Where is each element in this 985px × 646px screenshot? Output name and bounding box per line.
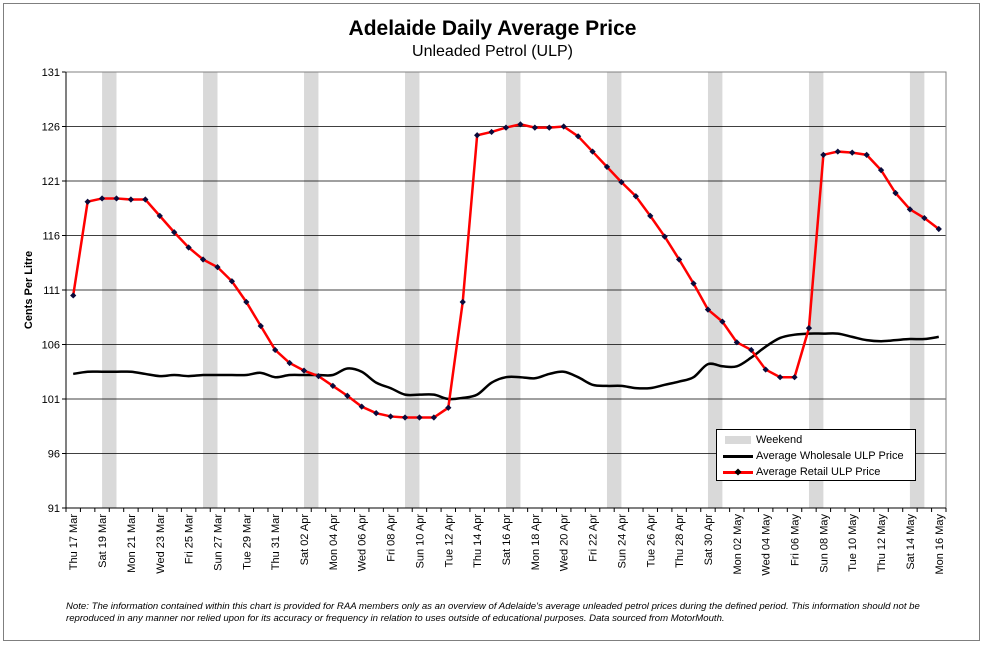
legend-item-wholesale: Average Wholesale ULP Price xyxy=(723,448,904,464)
x-tick-label: Mon 02 May xyxy=(732,514,744,575)
x-tick-label: Sun 24 Apr xyxy=(616,514,628,569)
series-line-average-wholesale-ulp-price xyxy=(73,332,939,401)
x-tick-label: Sun 10 Apr xyxy=(414,514,426,569)
x-tick-label: Tue 12 Apr xyxy=(443,514,455,568)
x-tick-label: Mon 21 Mar xyxy=(126,514,138,573)
x-tick-label: Fri 22 Apr xyxy=(588,514,600,562)
x-tick-label: Sat 14 May xyxy=(905,514,917,570)
x-tick-label: Wed 06 Apr xyxy=(357,514,369,572)
data-point-marker xyxy=(849,149,856,156)
data-point-marker xyxy=(358,403,365,410)
y-tick-label: 101 xyxy=(42,394,60,406)
data-point-marker xyxy=(690,280,697,287)
x-tick-label: Sat 30 Apr xyxy=(703,514,715,566)
x-tick-label: Tue 26 Apr xyxy=(645,514,657,568)
data-point-marker xyxy=(459,298,466,306)
x-tick-label: Mon 04 Apr xyxy=(328,514,340,571)
data-point-marker xyxy=(488,128,495,136)
chart-plot: 91 96 101 106 111 116 121 126 131 Thu 17 Mar Sat 1… xyxy=(42,67,947,576)
x-tick-label: Tue 10 May xyxy=(847,514,859,572)
x-tick-label: Fri 08 Apr xyxy=(386,514,398,562)
data-point-marker xyxy=(517,121,524,128)
x-tick-label: Wed 20 Apr xyxy=(559,514,571,572)
data-point-marker xyxy=(171,229,178,236)
x-tick-label: Sun 27 Mar xyxy=(212,514,224,571)
data-point-marker xyxy=(531,124,538,131)
legend-swatch-retail xyxy=(723,464,753,480)
data-point-marker xyxy=(329,382,336,390)
x-tick-label: Tue 29 Mar xyxy=(241,514,253,570)
x-tick-label: Thu 31 Mar xyxy=(270,514,282,571)
x-tick-label: Thu 28 Apr xyxy=(674,514,686,568)
x-tick-label: Thu 12 May xyxy=(876,514,888,573)
y-tick-label: 116 xyxy=(42,231,60,243)
data-point-marker xyxy=(445,404,452,411)
data-point-marker xyxy=(704,306,712,313)
data-point-marker xyxy=(113,195,120,202)
legend-label-weekend: Weekend xyxy=(756,434,803,446)
y-tick-label: 96 xyxy=(48,449,60,461)
data-point-marker xyxy=(416,414,423,421)
chart-title: Adelaide Daily Average Price xyxy=(348,17,637,40)
data-point-marker xyxy=(257,322,264,330)
x-tick-label: Sun 08 May xyxy=(818,514,830,573)
data-point-marker xyxy=(127,196,135,203)
x-tick-label: Thu 14 Apr xyxy=(472,514,484,568)
data-point-marker xyxy=(98,195,106,202)
data-point-marker xyxy=(805,325,813,332)
data-point-marker xyxy=(401,414,409,421)
legend-label-wholesale: Average Wholesale ULP Price xyxy=(756,450,904,462)
data-point-marker xyxy=(373,410,380,417)
legend-item-retail: Average Retail ULP Price xyxy=(723,464,880,480)
data-point-marker xyxy=(70,292,77,299)
data-point-marker xyxy=(791,374,798,381)
x-tick-label: Mon 18 Apr xyxy=(530,514,542,571)
x-tick-label: Wed 04 May xyxy=(761,514,773,576)
x-tick-label: Mon 16 May xyxy=(934,514,946,575)
data-point-marker xyxy=(300,367,308,374)
y-tick-label: 126 xyxy=(42,122,60,134)
data-point-marker xyxy=(286,359,293,367)
data-point-marker xyxy=(546,124,553,131)
x-tick-label: Sat 19 Mar xyxy=(97,514,109,568)
data-point-marker xyxy=(315,372,322,380)
y-tick-label: 121 xyxy=(42,176,60,188)
chart-subtitle: Unleaded Petrol (ULP) xyxy=(412,43,573,60)
legend: Weekend Average Wholesale ULP Price Aver… xyxy=(716,429,916,481)
data-point-marker xyxy=(387,413,394,420)
legend-item-weekend: Weekend xyxy=(723,432,802,448)
data-point-marker xyxy=(430,414,437,421)
legend-label-retail: Average Retail ULP Price xyxy=(756,466,881,478)
legend-swatch-wholesale xyxy=(723,448,753,464)
x-tick-label: Fri 06 May xyxy=(790,514,802,566)
y-tick-label: 131 xyxy=(42,67,60,79)
data-point-marker xyxy=(84,198,91,205)
footnote: Note: The information contained within t… xyxy=(66,601,920,624)
data-point-marker xyxy=(474,132,481,139)
x-tick-label: Sat 16 Apr xyxy=(501,514,513,566)
x-tick-label: Thu 17 Mar xyxy=(68,514,80,571)
x-tick-label: Fri 25 Mar xyxy=(184,514,196,564)
data-point-marker xyxy=(834,148,841,155)
data-point-marker xyxy=(272,346,279,354)
y-tick-label: 91 xyxy=(48,503,60,515)
data-point-marker xyxy=(719,318,726,325)
data-point-marker xyxy=(344,392,351,399)
y-tick-label: 106 xyxy=(42,340,60,352)
x-tick-label: Wed 23 Mar xyxy=(155,514,167,574)
y-tick-label: 111 xyxy=(43,285,60,297)
x-tick-label: Sat 02 Apr xyxy=(299,514,311,566)
legend-swatch-weekend xyxy=(723,432,753,448)
